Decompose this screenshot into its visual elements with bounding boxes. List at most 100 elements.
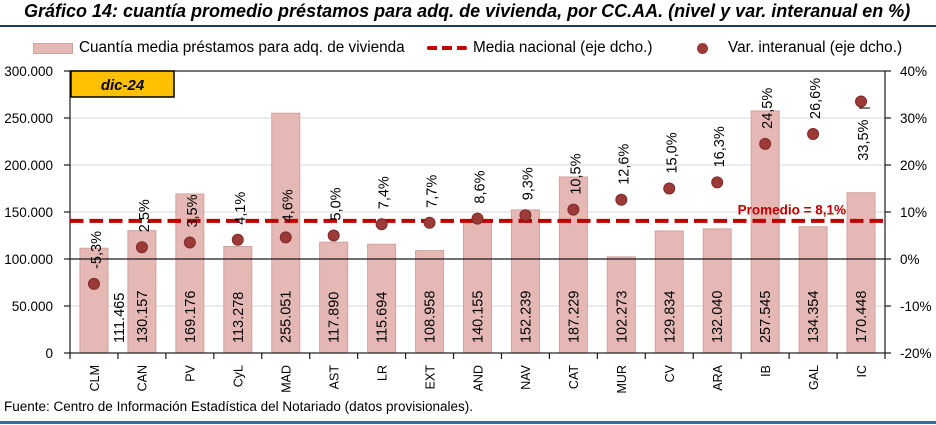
plot-area: 0 50.000 100.000 150.000 200.000 250.000 300.0… bbox=[4, 64, 932, 394]
dot-marker bbox=[327, 229, 340, 242]
dot-marker bbox=[663, 182, 676, 195]
y1-tick-label: 50.000 bbox=[12, 299, 53, 314]
bar bbox=[463, 220, 492, 354]
x-category-label: CV bbox=[663, 364, 677, 382]
x-category-label: AND bbox=[471, 365, 485, 391]
x-category-label: CLM bbox=[88, 365, 102, 391]
dot-marker bbox=[855, 95, 868, 108]
bar bbox=[415, 250, 445, 354]
x-category-label: IC bbox=[855, 365, 869, 378]
legend-dot-label: Var. interanual (eje dcho.) bbox=[728, 39, 903, 56]
bar-value-label: 111.465 bbox=[112, 293, 128, 343]
dot-swatch-icon bbox=[697, 42, 708, 54]
y2-tick-label: -20% bbox=[900, 346, 932, 361]
dot-pct-label: 24,5% bbox=[760, 88, 776, 129]
dot-pct-label: 15,0% bbox=[664, 132, 680, 173]
title-underline bbox=[0, 25, 936, 27]
legend-item-line: Media nacional (eje dcho.) bbox=[427, 38, 652, 58]
dot-pct-label: -5,3% bbox=[89, 231, 105, 269]
x-category-label: EXT bbox=[423, 365, 437, 390]
x-category-label: MAD bbox=[280, 365, 294, 393]
dot-pct-label: 12,6% bbox=[616, 144, 632, 185]
bar-value-label: 113.278 bbox=[231, 292, 247, 343]
x-category-label: AST bbox=[327, 365, 341, 390]
legend-item-dot: Var. interanual (eje dcho.) bbox=[697, 38, 902, 58]
dot-marker bbox=[471, 212, 484, 225]
y1-tick-label: 150.000 bbox=[4, 205, 53, 220]
bar-value-label: 115.694 bbox=[375, 292, 391, 343]
bar-value-label: 129.834 bbox=[662, 291, 678, 343]
date-annotation-box bbox=[70, 70, 175, 98]
bar bbox=[702, 228, 732, 354]
dot-pct-label: 9,3% bbox=[520, 167, 536, 200]
dot-marker bbox=[279, 231, 292, 244]
legend-line-label: Media nacional (eje dcho.) bbox=[473, 39, 653, 56]
dot-pct-label: 4,6% bbox=[281, 189, 297, 222]
x-category-label: IB bbox=[759, 365, 773, 377]
dot-pct-label: 2,5% bbox=[137, 199, 153, 232]
dot-marker bbox=[183, 236, 196, 249]
bar-value-label: 108.958 bbox=[423, 291, 439, 343]
y1-tick-label: 200.000 bbox=[4, 158, 53, 173]
y2-tick-label: 10% bbox=[900, 205, 927, 220]
bar bbox=[606, 256, 636, 354]
x-category-label: PV bbox=[184, 364, 198, 381]
source-note: Fuente: Centro de Información Estadístic… bbox=[4, 399, 473, 414]
dot-pct-label: 16,3% bbox=[712, 126, 728, 167]
bar-value-label: 102.273 bbox=[614, 291, 630, 343]
bar-value-label: 130.157 bbox=[135, 291, 151, 343]
legend: Cuantía media préstamos para adq. de viv… bbox=[0, 38, 936, 58]
dashed-line-swatch-icon bbox=[427, 46, 467, 50]
x-category-label: MUR bbox=[615, 365, 629, 393]
dot-marker bbox=[375, 218, 388, 231]
y1-tick-label: 250.000 bbox=[4, 111, 53, 126]
bar-value-label: 255.051 bbox=[279, 291, 295, 343]
dot-marker bbox=[759, 137, 772, 150]
bar bbox=[223, 246, 253, 354]
bar bbox=[79, 247, 109, 354]
dot-pct-label: 33,5% bbox=[856, 119, 872, 160]
average-annotation: Promedio = 8,1% bbox=[738, 202, 846, 217]
y1-tick-label: 300.000 bbox=[4, 64, 53, 79]
dot-marker bbox=[87, 277, 100, 290]
bar-value-label: 140.155 bbox=[471, 291, 487, 343]
y2-tick-label: 30% bbox=[900, 111, 927, 126]
dot-marker bbox=[423, 216, 436, 229]
dot-marker bbox=[231, 233, 244, 246]
x-category-label: CyL bbox=[232, 365, 246, 387]
dot-pct-label: 7,7% bbox=[425, 175, 441, 208]
y1-tick-label: 0 bbox=[45, 346, 53, 361]
bar-value-label: 257.545 bbox=[758, 291, 774, 343]
dot-marker bbox=[567, 203, 580, 216]
dot-pct-label: 7,4% bbox=[377, 176, 393, 209]
y2-tick-label: 0% bbox=[900, 252, 920, 267]
dot-marker bbox=[519, 209, 532, 222]
dot-marker bbox=[807, 127, 820, 140]
dot-pct-label: 8,6% bbox=[473, 170, 489, 203]
dot-pct-label: 5,0% bbox=[329, 187, 345, 220]
bar bbox=[750, 110, 780, 354]
x-category-label: GAL bbox=[807, 365, 821, 390]
bar bbox=[319, 241, 349, 354]
dot-pct-label: 3,5% bbox=[185, 194, 201, 227]
dot-pct-label: 10,5% bbox=[568, 153, 584, 194]
bar-value-label: 169.176 bbox=[183, 291, 199, 343]
bar-value-label: 132.040 bbox=[710, 291, 726, 343]
bottom-rule bbox=[0, 421, 936, 424]
bar-value-label: 152.239 bbox=[518, 291, 534, 343]
dot-pct-label: 26,6% bbox=[808, 78, 824, 119]
chart-title: Gráfico 14: cuantía promedio préstamos p… bbox=[24, 1, 911, 21]
dot-marker bbox=[711, 176, 724, 189]
legend-item-bar: Cuantía media préstamos para adq. de viv… bbox=[33, 38, 405, 58]
y2-tick-label: -10% bbox=[900, 299, 932, 314]
legend-bar-label: Cuantía media préstamos para adq. de viv… bbox=[79, 39, 405, 56]
x-category-label: NAV bbox=[519, 364, 533, 389]
x-category-label: ARA bbox=[711, 364, 725, 390]
bar-value-label: 170.448 bbox=[854, 291, 870, 343]
bar-value-label: 117.890 bbox=[327, 292, 343, 343]
bar-value-label: 134.354 bbox=[806, 291, 822, 343]
x-category-label: CAT bbox=[567, 365, 581, 389]
dot-marker bbox=[135, 241, 148, 254]
y2-tick-label: 20% bbox=[900, 158, 927, 173]
